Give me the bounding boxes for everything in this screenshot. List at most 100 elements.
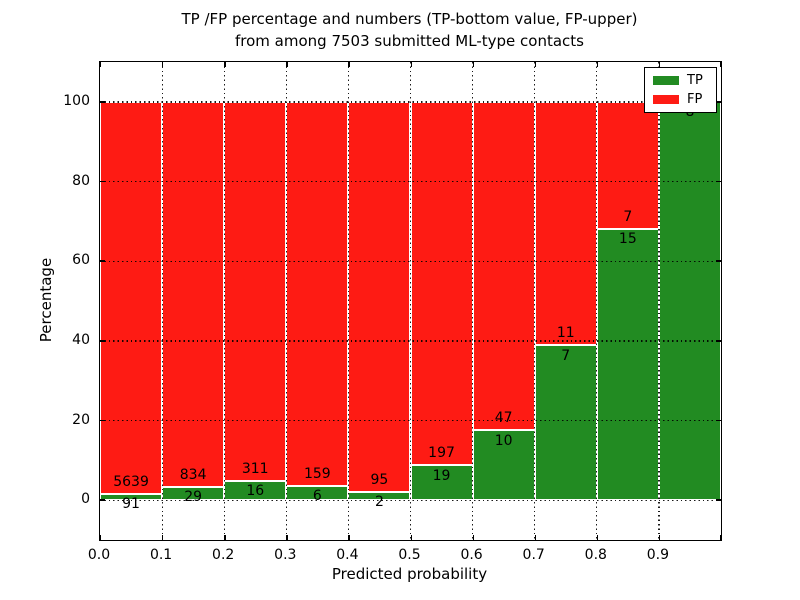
vertical-gridline: [161, 62, 163, 540]
bar-tp-segment: [534, 345, 597, 501]
y-tick-mark: [100, 340, 105, 342]
plot-area: 5639918342931116159695219719471011771508…: [99, 61, 722, 541]
vertical-gridline: [534, 62, 536, 540]
x-tick-label: 0.3: [274, 547, 297, 563]
tp-count-label: 29: [184, 489, 203, 506]
bar-fp-segment: [596, 101, 659, 229]
bar-fp-segment: [224, 101, 287, 481]
x-tick-mark: [534, 62, 537, 67]
bar-fp-segment: [348, 101, 411, 492]
legend-tp-swatch: [653, 76, 679, 85]
bar-fp-segment: [472, 101, 535, 431]
x-tick-mark: [224, 62, 226, 67]
chart-title-line-2: from among 7503 submitted ML-type contac…: [235, 32, 584, 50]
y-tick-mark: [100, 101, 105, 103]
fp-count-label: 95: [370, 471, 389, 488]
y-tick-mark: [100, 499, 105, 501]
x-tick-mark: [224, 535, 226, 540]
x-tick-mark: [719, 62, 721, 67]
y-tick-mark: [716, 419, 721, 422]
tp-count-label: 15: [618, 231, 637, 248]
y-tick-label: 40: [72, 331, 90, 348]
vertical-gridline: [285, 62, 287, 540]
fp-count-label: 197: [428, 445, 455, 462]
fp-count-label: 7: [623, 208, 633, 225]
vertical-gridline: [596, 62, 598, 540]
y-tick-mark: [716, 340, 721, 342]
x-tick-mark: [162, 535, 164, 540]
x-tick-label: 0.6: [460, 547, 483, 563]
tp-count-label: 19: [432, 467, 451, 484]
x-tick-label: 0.5: [398, 547, 421, 563]
y-tick-mark: [100, 419, 105, 422]
legend-entry-label: FP: [687, 92, 703, 107]
x-tick-mark: [472, 62, 474, 67]
fp-count-label: 47: [494, 410, 513, 427]
tp-count-label: 2: [374, 494, 384, 511]
x-tick-mark: [410, 62, 412, 67]
bar-tp-segment: [658, 101, 721, 501]
legend-fp-swatch: [653, 95, 679, 104]
bar-tp-segment: [596, 228, 659, 501]
vertical-gridline: [409, 62, 412, 540]
tp-count-label: 91: [122, 496, 140, 513]
x-tick-mark: [596, 62, 599, 67]
x-tick-mark: [162, 62, 164, 67]
x-tick-label: 0.9: [646, 547, 670, 563]
y-tick-label: 80: [72, 172, 90, 189]
bar-fp-segment: [286, 101, 349, 486]
chart-title: TP /FP percentage and numbers (TP-bottom…: [99, 8, 720, 52]
bar-fp-segment: [100, 101, 163, 494]
legend: TP FP: [644, 67, 717, 113]
x-tick-mark: [100, 535, 102, 540]
x-tick-label: 0.4: [336, 547, 359, 563]
x-tick-label: 0.0: [87, 547, 111, 563]
tp-count-label: 10: [494, 432, 513, 449]
x-axis-label: Predicted probability: [331, 565, 488, 583]
tp-count-label: 7: [561, 347, 571, 364]
y-tick-mark: [100, 180, 105, 183]
y-tick-label: 20: [72, 411, 90, 428]
vertical-gridline: [223, 62, 225, 540]
x-tick-mark: [348, 62, 350, 67]
x-tick-label: 0.1: [149, 547, 173, 563]
y-tick-label: 100: [63, 92, 90, 109]
x-tick-mark: [286, 535, 288, 540]
y-tick-label: 60: [72, 252, 90, 269]
x-tick-mark: [348, 535, 350, 540]
x-tick-label: 0.2: [212, 547, 235, 563]
x-tick-mark: [100, 62, 102, 67]
y-tick-mark: [716, 499, 721, 501]
x-tick-label: 0.7: [522, 547, 545, 563]
y-tick-mark: [716, 180, 721, 183]
bar-fp-segment: [162, 101, 225, 487]
chart-title-line-1: TP /FP percentage and numbers (TP-bottom…: [181, 10, 638, 28]
vertical-gridline: [472, 62, 474, 540]
legend-entry: FP: [653, 92, 716, 107]
bar-fp-segment: [534, 101, 597, 346]
legend-entry: TP: [653, 73, 716, 88]
fp-count-label: 834: [179, 466, 207, 483]
tp-count-label: 6: [312, 488, 322, 505]
tp-count-label: 16: [246, 483, 265, 500]
x-tick-mark: [658, 535, 661, 540]
y-tick-mark: [100, 260, 105, 262]
fp-count-label: 159: [303, 465, 331, 482]
x-tick-mark: [534, 535, 537, 540]
x-tick-mark: [472, 535, 474, 540]
x-tick-mark: [719, 535, 721, 540]
x-tick-label: 0.8: [584, 547, 607, 563]
y-tick-mark: [716, 260, 721, 262]
fp-count-label: 11: [556, 325, 575, 342]
x-tick-mark: [410, 535, 412, 540]
y-tick-mark: [716, 101, 721, 103]
bar-fp-segment: [410, 101, 473, 466]
fp-count-label: 5639: [113, 473, 149, 490]
vertical-gridline: [658, 62, 660, 540]
x-tick-mark: [658, 62, 661, 67]
fp-count-label: 311: [241, 460, 269, 477]
x-tick-mark: [596, 535, 599, 540]
x-tick-mark: [286, 62, 288, 67]
legend-entry-label: TP: [687, 73, 703, 88]
